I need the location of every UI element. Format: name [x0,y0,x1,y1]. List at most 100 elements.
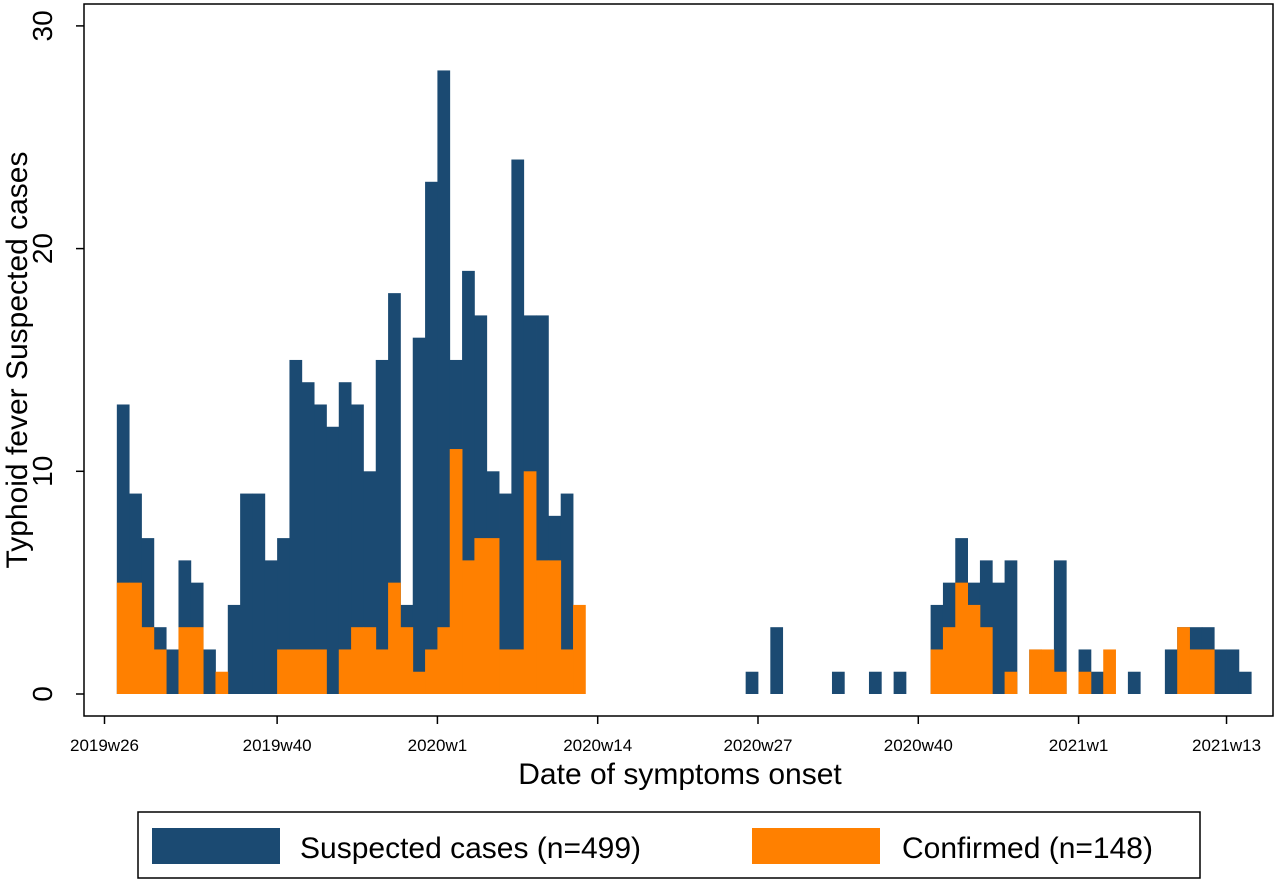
y-axis-label: Typhoid fever Suspected cases [1,152,34,569]
confirmed-bar [1041,649,1055,694]
suspected-bar [314,404,327,694]
suspected-bar [868,671,882,694]
x-tick-label: 2020w40 [884,736,953,755]
suspected-bar [992,582,1005,694]
confirmed-bar [449,449,463,694]
suspected-bar [437,70,451,694]
confirmed-bar [190,627,204,694]
confirmed-bar [314,649,327,694]
confirmed-bar [153,649,167,694]
confirmed-bar [301,649,315,694]
suspected-bar [1004,560,1018,694]
legend-swatch-confirmed [752,828,880,864]
suspected-bar [240,493,253,694]
legend: Suspected cases (n=499) Confirmed (n=148… [137,811,1201,879]
confirmed-bar [388,582,401,694]
confirmed-bar [930,649,944,694]
x-tick-label: 2021w1 [1049,736,1109,755]
x-tick-label: 2020w27 [723,736,792,755]
suspected-bar [1127,671,1141,694]
confirmed-bar [437,627,451,694]
suspected-bar [301,382,315,694]
confirmed-bar [351,627,364,694]
confirmed-bar [1103,649,1116,694]
confirmed-bar [511,649,525,694]
confirmed-bar [141,627,155,694]
suspected-bar [425,181,438,695]
x-tick-label: 2019w40 [243,736,312,755]
x-tick-label: 2020w1 [408,736,468,755]
y-tick-label: 0 [27,686,58,702]
suspected-bar [289,359,303,694]
confirmed-bar [363,627,377,694]
legend-label-suspected: Suspected cases (n=499) [300,832,641,865]
confirmed-bar [400,627,414,694]
suspected-bar [770,627,784,694]
confirmed-bar [1189,649,1203,694]
suspected-bar [1214,649,1227,694]
confirmed-bar [979,627,993,694]
confirmed-bar [425,649,438,694]
confirmed-bar [486,538,500,694]
confirmed-bar [573,604,586,694]
confirmed-bar [116,582,130,694]
suspected-bar [227,604,241,694]
y-tick-label: 20 [27,233,58,264]
suspected-bar [1226,649,1240,694]
suspected-bar [499,493,512,694]
suspected-bar [511,159,525,694]
confirmed-bar [1029,649,1042,694]
x-tick-label: 2021w13 [1192,736,1261,755]
suspected-bar [1164,649,1178,694]
x-axis: 2019w26 2019w40 2020w1 2020w14 2020w27 2020w4… [70,716,1261,755]
confirmed-bar [412,671,426,694]
confirmed-bar [560,649,574,694]
y-tick-label: 10 [27,456,58,487]
suspected-bar [560,493,574,694]
confirmed-bar [1004,671,1018,694]
legend-swatch-suspected [152,828,280,864]
confirmed-bar [536,560,549,694]
suspected-bar [166,649,179,694]
suspected-bar [203,649,216,694]
suspected-bar [375,359,389,694]
confirmed-bars [116,449,1215,694]
suspected-bar [351,404,364,694]
confirmed-bar [462,560,475,694]
confirmed-bar [338,649,352,694]
x-tick-label: 2019w26 [70,736,139,755]
confirmed-bar [277,649,290,694]
suspected-bar [252,493,266,694]
suspected-bar [412,337,426,694]
confirmed-bar [1177,627,1190,694]
suspected-bar [326,426,340,694]
confirmed-bar [215,671,229,694]
y-tick-label: 30 [27,10,58,41]
suspected-bar [893,671,907,694]
confirmed-bar [289,649,303,694]
suspected-bar [1238,671,1252,694]
x-axis-label: Date of symptoms onset [518,758,842,791]
confirmed-bar [548,560,562,694]
y-axis: 0 10 20 30 [27,10,84,702]
confirmed-bar [1078,671,1092,694]
legend-frame [137,811,1201,879]
confirmed-bar [955,582,968,694]
suspected-bar [1053,560,1067,694]
confirmed-bar [474,538,488,694]
confirmed-bar [1053,671,1067,694]
legend-label-confirmed: Confirmed (n=148) [902,832,1153,865]
confirmed-bar [942,627,956,694]
confirmed-bar [499,649,512,694]
confirmed-bar [523,471,537,694]
suspected-bar [264,560,278,694]
confirmed-bar [178,627,192,694]
suspected-bar [1090,671,1104,694]
suspected-bar [338,382,352,694]
suspected-bar [745,671,759,694]
confirmed-bar [1201,649,1215,694]
suspected-bar [831,671,845,694]
confirmed-bar [967,604,981,694]
x-tick-label: 2020w14 [563,736,632,755]
